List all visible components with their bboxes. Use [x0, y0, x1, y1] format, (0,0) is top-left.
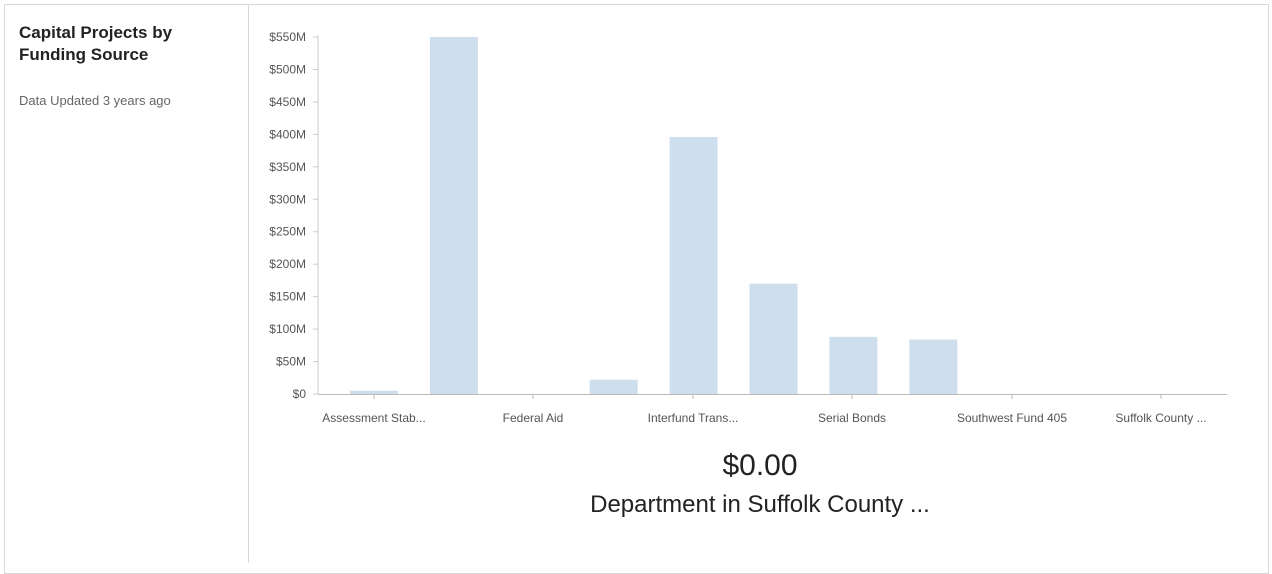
- summary-label: Department in Suffolk County ...: [590, 491, 930, 518]
- y-tick-label: $200M: [269, 257, 306, 271]
- bar: [350, 390, 398, 394]
- bar: [429, 37, 478, 394]
- sidebar: Capital Projects by Funding Source Data …: [4, 4, 249, 563]
- y-tick-label: $400M: [269, 127, 306, 141]
- x-tick-label: Assessment Stab...: [322, 411, 425, 425]
- y-tick-label: $100M: [269, 322, 306, 336]
- y-tick-label: $550M: [269, 30, 306, 44]
- chart-title: Capital Projects by Funding Source: [19, 23, 173, 64]
- y-tick-label: $300M: [269, 192, 306, 206]
- bar: [749, 283, 798, 394]
- y-tick-label: $50M: [276, 355, 306, 369]
- y-tick-label: $450M: [269, 95, 306, 109]
- bar: [909, 339, 958, 394]
- y-tick-label: $350M: [269, 160, 306, 174]
- y-tick-label: $250M: [269, 225, 306, 239]
- bar: [589, 379, 638, 394]
- summary-value: $0.00: [722, 449, 798, 482]
- data-updated-text: Data Updated 3 years ago: [19, 93, 171, 108]
- bar-chart: $0 $50M $100M $150M $200M $250M $300M $350M $400…: [269, 30, 1227, 425]
- bar: [669, 136, 718, 394]
- y-tick-label: $150M: [269, 290, 306, 304]
- x-tick-label: Southwest Fund 405: [957, 411, 1067, 425]
- x-tick-label: Federal Aid: [503, 411, 564, 425]
- x-tick-label: Serial Bonds: [818, 411, 886, 425]
- y-tick-label: $0: [293, 387, 307, 401]
- y-tick-label: $500M: [269, 62, 306, 76]
- bar: [829, 336, 878, 394]
- x-tick-label: Interfund Trans...: [648, 411, 739, 425]
- x-tick-label: Suffolk County ...: [1115, 411, 1206, 425]
